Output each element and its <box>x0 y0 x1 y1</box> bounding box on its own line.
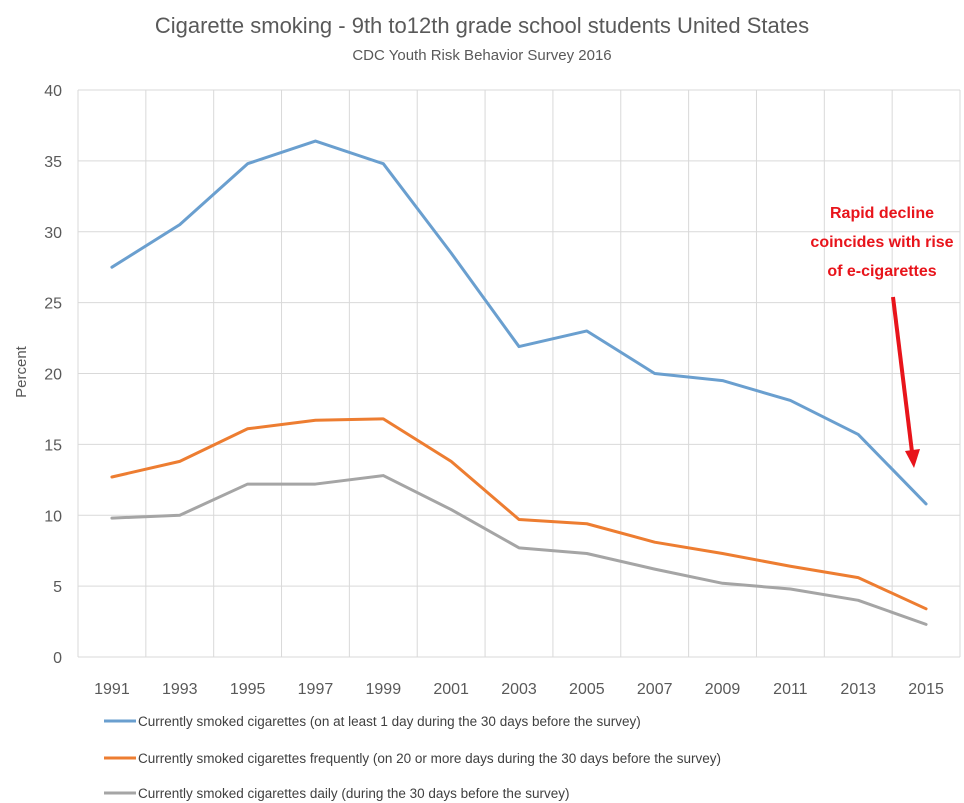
y-tick-label: 10 <box>44 508 62 525</box>
annotation-line-2: coincides with rise <box>810 234 953 251</box>
x-tick-label: 2011 <box>773 681 808 698</box>
x-tick-label: 2005 <box>569 681 605 698</box>
x-tick-label: 1993 <box>162 681 198 698</box>
y-axis-ticks: 0 5 10 15 20 25 30 35 40 <box>44 83 62 667</box>
legend-label-2: Currently smoked cigarettes frequently (… <box>138 751 721 766</box>
series-line-1 <box>110 139 928 506</box>
x-tick-label: 2003 <box>501 681 537 698</box>
y-tick-label: 40 <box>44 83 62 100</box>
annotation-arrow-shaft <box>891 296 914 453</box>
x-tick-label: 1991 <box>94 681 130 698</box>
x-tick-label: 1999 <box>366 681 402 698</box>
x-axis-ticks: 1991 1993 1995 1997 1999 2001 2003 2005 2007 2009… <box>94 681 944 698</box>
series-line-2 <box>110 417 928 611</box>
legend: Currently smoked cigarettes (on at least… <box>104 714 721 801</box>
chart-title: Cigarette smoking - 9th to12th grade sch… <box>155 13 809 38</box>
annotation-line-3: of e-cigarettes <box>827 263 936 280</box>
x-tick-label: 2015 <box>908 681 944 698</box>
y-tick-label: 35 <box>44 154 62 171</box>
y-axis-title: Percent <box>13 345 30 398</box>
y-tick-label: 30 <box>44 225 62 242</box>
y-tick-label: 5 <box>53 579 62 596</box>
chart-subtitle: CDC Youth Risk Behavior Survey 2016 <box>352 47 611 64</box>
x-tick-label: 1997 <box>298 681 334 698</box>
y-tick-label: 0 <box>53 650 62 667</box>
x-tick-label: 2007 <box>637 681 673 698</box>
x-tick-label: 2009 <box>705 681 741 698</box>
y-tick-label: 15 <box>44 437 62 454</box>
annotation: Rapid decline coincides with rise of e-c… <box>810 205 954 468</box>
annotation-arrow-head <box>905 449 920 468</box>
x-tick-label: 2001 <box>433 681 469 698</box>
series-line-3 <box>110 474 928 626</box>
x-tick-label: 2013 <box>840 681 876 698</box>
annotation-line-1: Rapid decline <box>830 205 934 222</box>
x-tick-label: 1995 <box>230 681 266 698</box>
legend-label-1: Currently smoked cigarettes (on at least… <box>138 714 641 729</box>
y-tick-label: 25 <box>44 296 62 313</box>
series-lines <box>110 139 928 626</box>
legend-label-3: Currently smoked cigarettes daily (durin… <box>138 786 569 801</box>
y-tick-label: 20 <box>44 367 62 384</box>
gridlines <box>77 89 961 658</box>
